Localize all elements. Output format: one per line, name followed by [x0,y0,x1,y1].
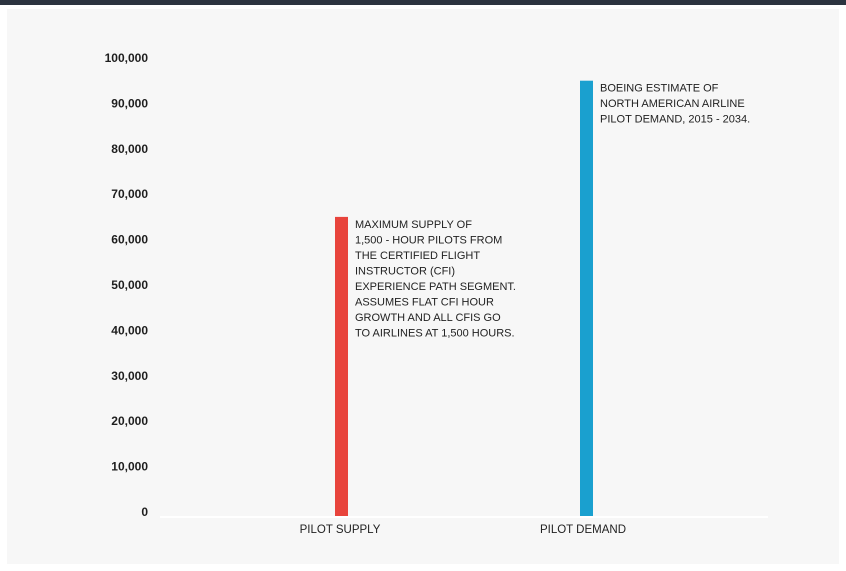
bars [335,80,593,516]
annotation-line: PILOT DEMAND, 2015 - 2034. [600,114,750,126]
y-tick-label: 10,000 [111,460,148,474]
top-bar [0,0,846,5]
annotation-line: NORTH AMERICAN AIRLINE [600,98,745,110]
y-tick-label: 40,000 [111,323,148,337]
bar-pilot-supply [335,216,348,516]
y-tick-label: 70,000 [111,187,148,201]
annotation-line: THE CERTIFIED FLIGHT [355,250,480,262]
annotation-line: EXPERIENCE PATH SEGMENT. [355,281,516,293]
bar-pilot-demand [580,80,593,516]
chart-panel [7,9,839,564]
x-category-label: PILOT DEMAND [540,524,626,536]
annotation-line: 1,500 - HOUR PILOTS FROM [355,234,502,246]
y-tick-label: 50,000 [111,278,148,292]
x-axis-categories: PILOT SUPPLY PILOT DEMAND [300,524,626,536]
annotation-line: ASSUMES FLAT CFI HOUR [355,296,494,308]
y-tick-label: 30,000 [111,369,148,383]
y-tick-label: 80,000 [111,142,148,156]
y-tick-label: 90,000 [111,96,148,110]
y-tick-label: 0 [141,505,148,519]
x-category-label: PILOT SUPPLY [300,524,381,536]
y-axis-ticks: 0 10,000 20,000 30,000 40,000 50,000 60,000 70,… [105,51,149,519]
annotation-line: INSTRUCTOR (CFI) [355,265,455,277]
annotation-line: GROWTH AND ALL CFIS GO [355,312,501,324]
annotation-line: MAXIMUM SUPPLY OF [355,219,472,231]
bar-annotations: MAXIMUM SUPPLY OF 1,500 - HOUR PILOTS FRO… [355,83,750,340]
annotation-line: BOEING ESTIMATE OF [600,83,719,95]
y-tick-label: 20,000 [111,414,148,428]
y-tick-label: 100,000 [105,51,149,65]
annotation-line: TO AIRLINES AT 1,500 HOURS. [355,327,515,339]
y-tick-label: 60,000 [111,233,148,247]
